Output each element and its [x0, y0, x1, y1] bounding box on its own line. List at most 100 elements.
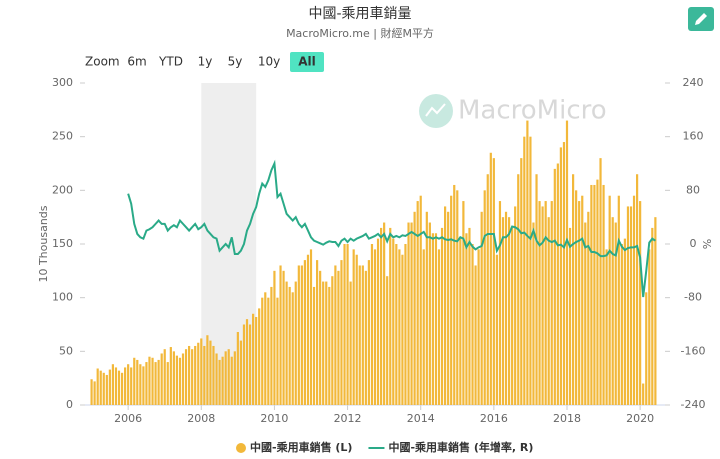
zoom-button[interactable]: 5y: [228, 55, 243, 69]
bar: [392, 238, 395, 405]
bar: [209, 340, 212, 405]
bar: [248, 324, 252, 405]
bar: [279, 265, 282, 405]
bar: [456, 190, 459, 405]
bar: [93, 381, 96, 405]
bar: [355, 254, 358, 405]
bar: [325, 281, 328, 405]
bar: [285, 281, 288, 405]
bar: [608, 195, 611, 405]
bar: [416, 201, 419, 405]
watermark-logo-mark: [425, 103, 446, 117]
bar: [300, 265, 303, 405]
bar: [194, 345, 197, 405]
bar: [651, 227, 654, 405]
edit-button[interactable]: [688, 7, 714, 31]
bar: [178, 357, 182, 405]
bar: [291, 292, 294, 405]
bar: [504, 211, 508, 405]
bar: [273, 270, 276, 405]
bar: [578, 201, 581, 405]
bar: [102, 372, 105, 405]
bar: [316, 260, 319, 405]
legend-label: 中國-乘用車銷售 (年增率, R): [388, 440, 533, 454]
bar: [517, 174, 520, 405]
bar: [636, 174, 639, 405]
bar: [395, 244, 398, 405]
bar: [380, 227, 383, 405]
edit-icon[interactable]: [695, 13, 707, 25]
bar: [133, 357, 136, 405]
zoom-button-selected[interactable]: [290, 52, 324, 72]
bar: [252, 313, 255, 405]
bar: [212, 345, 215, 405]
y2-tick-label: -240: [681, 398, 706, 411]
bar: [581, 195, 584, 405]
y-axis-label: 10 Thousands: [37, 205, 50, 282]
legend-item[interactable]: 中國-乘用車銷售 (年增率, R): [368, 440, 533, 454]
bar: [169, 347, 172, 405]
bar: [181, 353, 185, 405]
watermark-text: MacroMicro: [458, 96, 607, 126]
watermark: MacroMicro: [419, 94, 607, 128]
bar: [489, 152, 492, 405]
bar: [337, 270, 340, 405]
bar: [270, 286, 273, 405]
zoom-label: Zoom: [85, 55, 120, 69]
bar: [331, 276, 334, 405]
bar: [614, 222, 617, 405]
bar: [224, 351, 227, 405]
bar: [139, 364, 142, 405]
bar: [587, 211, 590, 405]
bar: [239, 340, 242, 405]
bar: [130, 367, 133, 405]
bar: [492, 158, 495, 405]
bar: [358, 265, 361, 405]
bar: [312, 286, 316, 405]
bar: [172, 351, 175, 405]
zoom-button[interactable]: 6m: [127, 55, 146, 69]
bar: [642, 383, 645, 405]
zoom-button[interactable]: 10y: [258, 55, 280, 69]
bar: [590, 184, 593, 405]
bar: [648, 249, 651, 405]
bar: [584, 222, 587, 405]
bar: [440, 227, 444, 405]
bar: [404, 244, 407, 405]
bar: [114, 367, 118, 405]
bar: [151, 357, 154, 405]
bar: [215, 353, 218, 405]
zoom-button[interactable]: YTD: [158, 55, 183, 69]
bar: [145, 362, 148, 405]
bar: [550, 201, 553, 405]
watermark-logo: [419, 94, 453, 128]
bar: [544, 201, 547, 405]
bar: [620, 244, 623, 405]
bar: [349, 281, 352, 405]
chart-title: 中國-乘用車銷量: [308, 5, 411, 22]
bar: [520, 158, 523, 405]
bar: [386, 276, 389, 405]
bar: [221, 356, 224, 405]
bar: [413, 211, 416, 405]
bar: [559, 147, 562, 405]
y2-tick-label: -80: [684, 291, 702, 304]
bar: [434, 233, 438, 405]
legend-item[interactable]: 中國-乘用車銷售 (L): [236, 440, 352, 454]
bar: [501, 217, 505, 405]
bar: [352, 249, 355, 405]
x-tick-label: 2014: [407, 412, 435, 425]
zoom-button[interactable]: All: [298, 55, 316, 69]
y2-tick-label: 160: [683, 130, 704, 143]
bar: [407, 222, 410, 405]
zoom-button[interactable]: 1y: [198, 55, 213, 69]
y2-axis-label: %: [701, 239, 714, 249]
bar: [361, 265, 364, 405]
bar: [508, 217, 511, 405]
bar: [593, 184, 596, 405]
bar: [242, 324, 246, 405]
bar: [282, 270, 285, 405]
bar: [639, 201, 642, 405]
y2-tick-label: 0: [690, 237, 697, 250]
bar: [623, 238, 626, 405]
